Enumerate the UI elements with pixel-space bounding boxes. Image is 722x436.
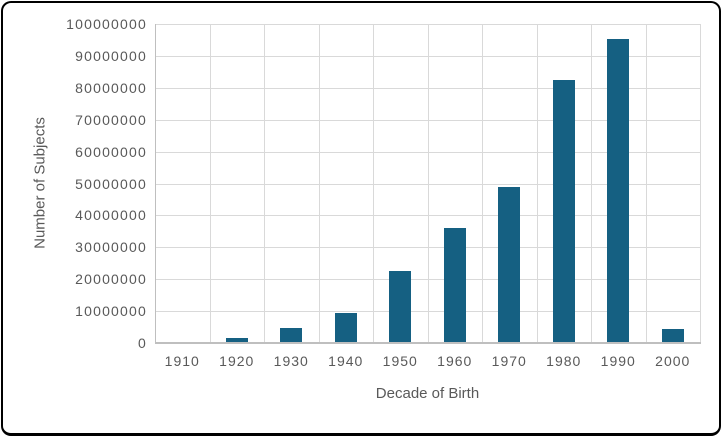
y-axis-line xyxy=(155,24,156,343)
horizontal-gridline xyxy=(155,247,700,249)
y-tick-label-70000000: 70000000 xyxy=(75,111,147,128)
bar-1980 xyxy=(552,79,575,343)
y-tick-label-90000000: 90000000 xyxy=(75,47,147,64)
horizontal-gridline xyxy=(155,87,700,89)
y-tick-label-40000000: 40000000 xyxy=(75,207,147,224)
y-tick-label-0: 0 xyxy=(138,335,147,351)
x-tick-label-1970: 1970 xyxy=(491,353,527,369)
x-tick-label-1950: 1950 xyxy=(382,353,418,369)
bar-1970 xyxy=(498,186,521,343)
bar-1930 xyxy=(280,328,303,343)
horizontal-gridline xyxy=(155,279,700,281)
x-tick-label-1910: 1910 xyxy=(164,353,200,369)
x-tick-label-2000: 2000 xyxy=(655,353,691,369)
horizontal-gridline xyxy=(155,119,700,121)
plot-area xyxy=(155,24,701,343)
x-tick-label-1980: 1980 xyxy=(546,353,582,369)
horizontal-gridline xyxy=(155,311,700,313)
x-axis-title: Decade of Birth xyxy=(375,385,480,402)
bar-1950 xyxy=(389,270,412,343)
vertical-gridline xyxy=(700,24,701,343)
horizontal-gridline xyxy=(155,55,700,57)
bar-1920 xyxy=(225,338,248,343)
bar-1960 xyxy=(443,228,466,343)
x-tick-label-1960: 1960 xyxy=(437,353,473,369)
x-tick-label-1920: 1920 xyxy=(219,353,255,369)
y-tick-label-50000000: 50000000 xyxy=(75,175,147,192)
bar-1940 xyxy=(334,312,357,343)
y-tick-label-60000000: 60000000 xyxy=(75,143,147,160)
x-tick-label-1930: 1930 xyxy=(273,353,309,369)
horizontal-gridline xyxy=(155,183,700,185)
horizontal-gridline xyxy=(155,215,700,217)
horizontal-gridline xyxy=(155,151,700,153)
y-tick-label-10000000: 10000000 xyxy=(75,303,147,320)
x-axis-line xyxy=(155,342,701,344)
x-tick-label-1990: 1990 xyxy=(600,353,636,369)
y-tick-label-20000000: 20000000 xyxy=(75,271,147,288)
y-tick-label-100000000: 100000000 xyxy=(66,16,147,32)
x-tick-label-1940: 1940 xyxy=(328,353,364,369)
bar-2000 xyxy=(661,328,684,343)
y-tick-label-80000000: 80000000 xyxy=(75,79,147,96)
bar-1990 xyxy=(607,38,630,343)
horizontal-gridline xyxy=(155,24,700,25)
y-tick-label-30000000: 30000000 xyxy=(75,239,147,256)
